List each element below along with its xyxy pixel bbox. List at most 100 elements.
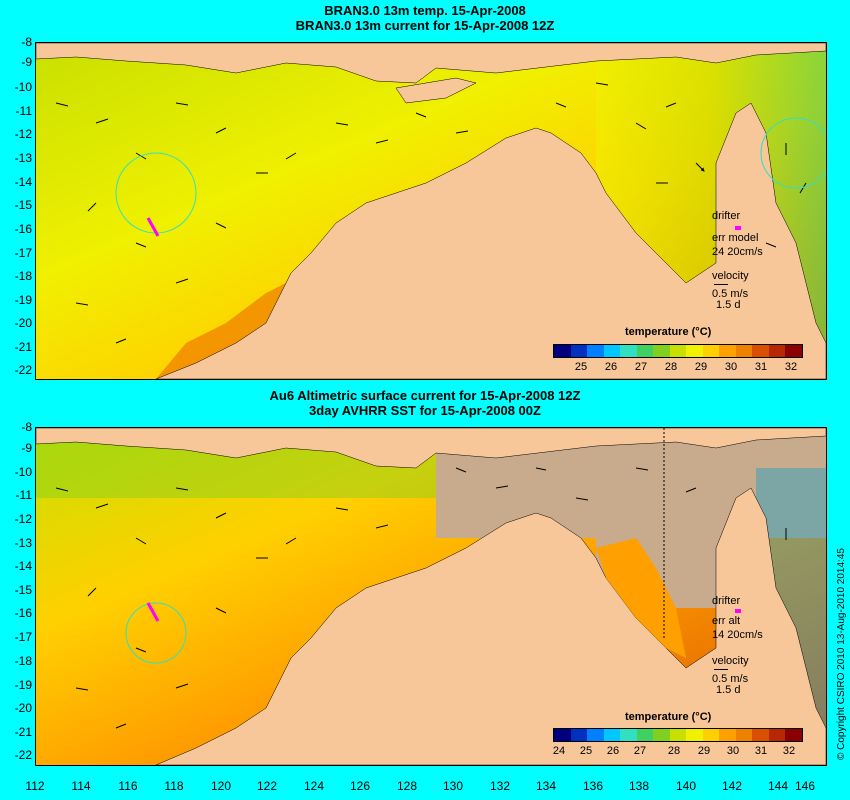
top-drifter-marker <box>735 226 741 230</box>
bottom-y-tick: -20 <box>14 701 32 715</box>
bottom-cbar-label: 27 <box>633 745 647 757</box>
top-y-tick: -13 <box>14 151 32 165</box>
top-cbar-label: 31 <box>754 361 768 373</box>
top-cbar-label: 27 <box>634 361 648 373</box>
top-map-svg <box>36 43 826 379</box>
bottom-y-tick: -17 <box>14 630 32 644</box>
bottom-y-tick: -22 <box>14 748 32 762</box>
bottom-y-tick: -10 <box>14 465 32 479</box>
top-title-line2: BRAN3.0 13m current for 15-Apr-2008 12Z <box>295 18 555 33</box>
x-tick: 134 <box>535 779 557 793</box>
top-y-tick: -19 <box>14 293 32 307</box>
top-legend-err-label: err model <box>712 232 759 244</box>
top-legend-scale: 0.5 m/s <box>712 288 749 300</box>
top-y-tick: -15 <box>14 198 32 212</box>
x-tick: 112 <box>25 779 45 793</box>
bottom-indonesia-islands <box>36 428 826 469</box>
x-tick: 132 <box>489 779 511 793</box>
bottom-cbar-label: 32 <box>782 745 796 757</box>
x-tick: 124 <box>303 779 325 793</box>
top-y-tick: -12 <box>14 127 32 141</box>
bottom-cbar-label: 25 <box>579 745 593 757</box>
top-map-panel <box>35 42 827 380</box>
bottom-y-tick: -14 <box>14 559 32 573</box>
bottom-legend-drifter: drifter <box>712 595 741 607</box>
bottom-current-vectors <box>55 467 787 729</box>
x-tick: 128 <box>396 779 418 793</box>
top-cbar-label: 32 <box>784 361 798 373</box>
x-tick: 114 <box>71 779 91 793</box>
bottom-y-tick: -9 <box>21 441 32 455</box>
top-y-tick: -14 <box>14 175 32 189</box>
bottom-map-panel <box>35 427 827 766</box>
top-legend-drifter: drifter <box>712 210 741 222</box>
bottom-y-tick: -18 <box>14 654 32 668</box>
bottom-cbar-label: 30 <box>726 745 740 757</box>
x-tick: 130 <box>442 779 464 793</box>
x-tick: 138 <box>628 779 650 793</box>
top-legend-err-value: 24 20cm/s <box>712 246 763 258</box>
x-tick: 144 <box>767 779 789 793</box>
top-y-tick: -20 <box>14 316 32 330</box>
x-tick: 120 <box>210 779 232 793</box>
top-y-tick: -17 <box>14 246 32 260</box>
bottom-y-tick: -13 <box>14 536 32 550</box>
bottom-title-line2: 3day AVHRR SST for 15-Apr-2008 00Z <box>309 403 541 418</box>
top-island-timor <box>395 77 477 104</box>
bottom-map-svg <box>36 428 826 765</box>
top-australia-landmass <box>155 102 826 379</box>
bottom-drifter-marker <box>735 609 741 613</box>
bottom-cbar-label: 28 <box>667 745 681 757</box>
top-y-tick: -22 <box>14 363 32 377</box>
x-tick: 146 <box>794 779 816 793</box>
top-y-tick: -8 <box>21 35 32 49</box>
bottom-eddy-contour <box>125 602 187 664</box>
top-y-tick: -21 <box>14 340 32 354</box>
top-colorbar <box>553 344 803 358</box>
bottom-velocity-arrow-icon <box>714 669 728 670</box>
bottom-legend-velocity: velocity <box>712 655 749 667</box>
bottom-y-tick: -8 <box>21 420 32 434</box>
top-cbar-label: 25 <box>574 361 588 373</box>
top-eddy-contour-east <box>760 117 826 189</box>
top-title-line1: BRAN3.0 13m temp. 15-Apr-2008 <box>324 3 526 18</box>
top-y-tick: -9 <box>21 55 32 69</box>
bottom-legend-days: 1.5 d <box>716 684 741 696</box>
top-velocity-arrow-icon <box>714 284 728 285</box>
top-drifter-track <box>146 217 160 237</box>
bottom-drifter-track <box>146 602 160 622</box>
bottom-y-tick: -11 <box>15 488 32 502</box>
top-cbar-label: 29 <box>694 361 708 373</box>
x-tick: 118 <box>164 779 184 793</box>
x-tick: 136 <box>582 779 604 793</box>
bottom-y-tick: -21 <box>14 725 32 739</box>
top-colorbar-title: temperature (°C) <box>625 326 712 338</box>
x-tick: 116 <box>118 779 138 793</box>
bottom-cbar-label: 24 <box>552 745 566 757</box>
x-tick: 126 <box>349 779 371 793</box>
bottom-y-tick: -12 <box>14 512 32 526</box>
copyright-note: © Copyright CSIRO 2010 13-Aug-2010 2014:… <box>836 548 847 760</box>
bottom-legend-err-label: err alt <box>712 615 741 627</box>
bottom-y-tick: -16 <box>14 606 32 620</box>
bottom-legend-scale: 0.5 m/s <box>712 673 749 685</box>
bottom-cbar-label: 29 <box>697 745 711 757</box>
bottom-title-line1: Au6 Altimetric surface current for 15-Ap… <box>269 388 581 403</box>
top-legend-velocity: velocity <box>712 270 749 282</box>
bottom-australia-landmass <box>155 487 826 765</box>
top-cbar-label: 26 <box>604 361 618 373</box>
bottom-y-tick: -19 <box>14 678 32 692</box>
top-y-tick: -16 <box>14 222 32 236</box>
x-tick: 142 <box>721 779 743 793</box>
top-indonesia-islands <box>36 43 826 84</box>
bottom-legend-err-value: 14 20cm/s <box>712 629 763 641</box>
x-tick: 122 <box>256 779 278 793</box>
bottom-colorbar <box>553 728 803 742</box>
bottom-y-tick: -15 <box>14 583 32 597</box>
x-tick: 140 <box>675 779 697 793</box>
bottom-cbar-label: 31 <box>754 745 768 757</box>
top-y-tick: -18 <box>14 269 32 283</box>
bottom-colorbar-title: temperature (°C) <box>625 711 712 723</box>
top-cbar-label: 28 <box>664 361 678 373</box>
top-cbar-label: 30 <box>724 361 738 373</box>
